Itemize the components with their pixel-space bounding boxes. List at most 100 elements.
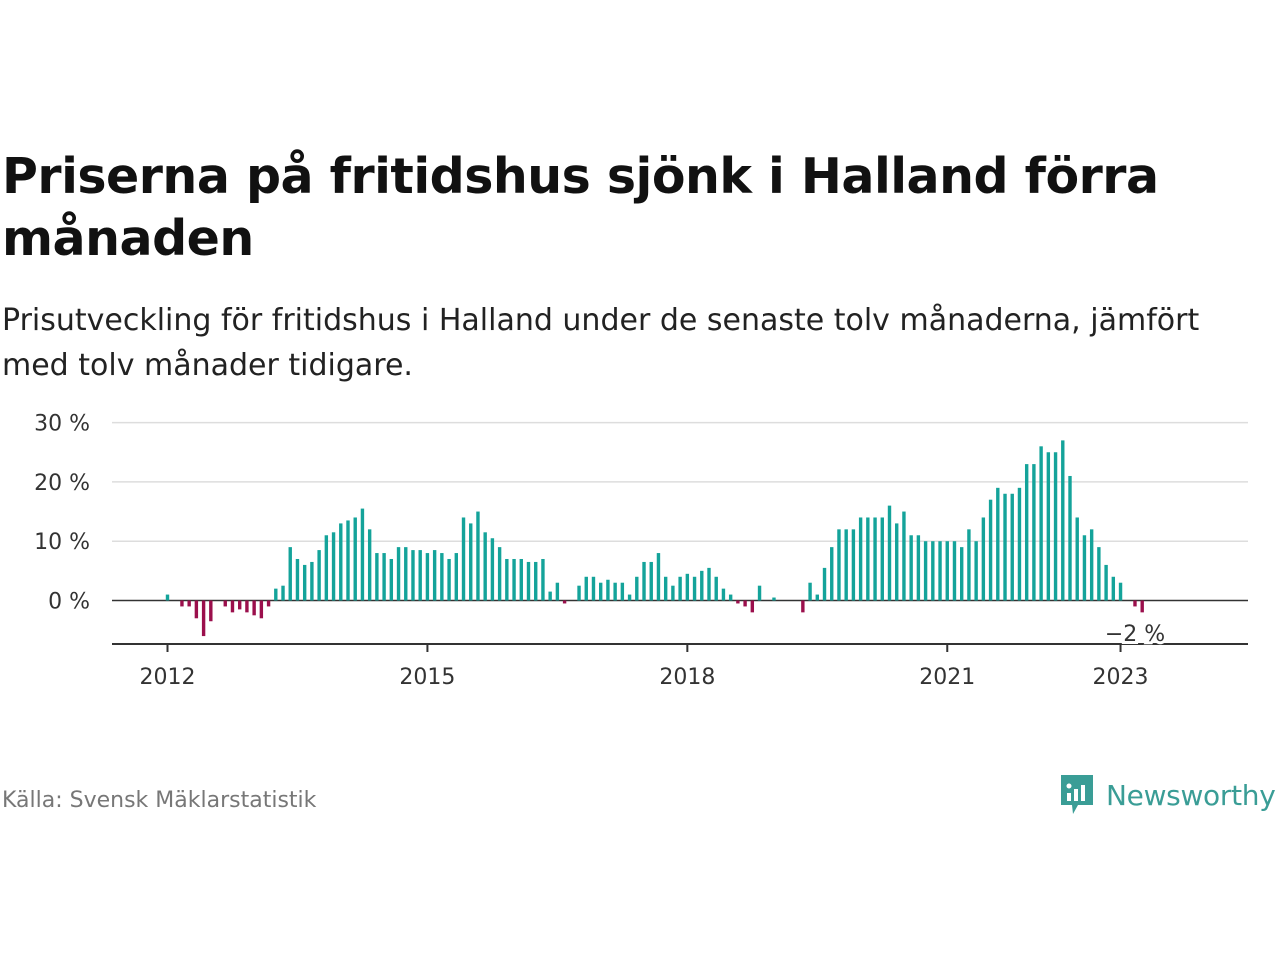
bar [1061,440,1065,601]
bar [678,576,682,601]
bar [302,564,307,601]
bar [317,550,321,601]
bar [649,561,653,601]
bar [454,553,458,601]
bar [1024,464,1029,601]
bar [353,517,357,601]
bar [909,535,913,601]
bar [541,558,545,601]
bar [180,600,184,607]
bar [1104,564,1108,601]
bar [1111,576,1116,601]
bar [1046,452,1051,601]
bar [230,600,235,613]
bar [642,561,646,601]
x-tick-label: 2012 [140,665,196,690]
brand-logo[interactable]: Newsworthy [1058,772,1276,818]
bar [1075,517,1079,601]
bar [201,600,206,637]
chart-subtitle: Prisutveckling för fritidshus i Halland … [2,303,1200,383]
last-value-annotation: −2 % [1105,622,1165,647]
bar [324,535,329,601]
bar [259,600,264,619]
bar [599,582,603,601]
bar [555,582,560,601]
bar [288,547,292,601]
bar [245,600,249,613]
bar [851,529,856,601]
bar [432,550,437,601]
bar [346,520,350,601]
bar [866,517,870,601]
bar [931,541,935,601]
bar [945,541,949,601]
bar [721,588,726,601]
bar [476,511,480,601]
bar [165,594,170,601]
bar [238,600,242,610]
bar [512,558,516,601]
bar [266,600,271,607]
bar [692,576,697,601]
bar [707,567,711,601]
newsworthy-logo-icon [1061,775,1093,814]
bar [447,558,451,601]
bar [339,523,343,601]
bar [988,499,993,601]
bar [490,538,495,601]
bar [584,576,588,601]
bar [808,582,812,601]
bar [858,517,863,601]
bar [671,585,675,601]
bar [497,547,502,601]
bar [252,600,256,616]
bar [902,511,906,601]
bar [981,517,986,601]
bar [663,576,668,601]
bar [1097,547,1101,601]
bar [873,517,877,601]
bar [815,594,819,601]
bar [887,505,892,601]
bar [685,573,690,601]
bar [1140,600,1144,613]
bar [526,561,531,601]
bar [187,600,191,607]
bar [440,553,444,601]
bar [461,517,466,601]
bar [1032,464,1036,601]
bar [656,553,661,601]
bar [548,591,552,601]
bar [577,585,581,601]
bar [223,600,227,607]
bar [505,558,509,601]
bar [562,600,567,604]
bar [469,523,473,601]
bar [1039,446,1043,601]
bar [382,553,386,601]
bar [519,558,523,601]
bar [1003,493,1007,601]
bar [635,576,639,601]
bar [591,576,596,601]
bar [274,588,278,601]
bar [418,550,422,601]
y-tick-label: 0 % [48,590,90,615]
bar [1118,582,1123,601]
bar [425,553,430,601]
bar [483,532,487,601]
y-tick-label: 20 % [34,471,90,496]
bar [750,600,755,613]
bar [952,541,957,601]
bar [331,532,336,601]
bar [916,535,921,601]
bar [404,547,408,601]
bar [743,600,747,607]
bar [960,547,964,601]
chart-title: Priserna på fritidshus sjönk i Halland f… [2,148,1159,267]
bar [700,570,704,601]
brand-name: Newsworthy [1106,778,1276,812]
bar [281,585,285,601]
bar [830,547,834,601]
bar [389,558,394,601]
